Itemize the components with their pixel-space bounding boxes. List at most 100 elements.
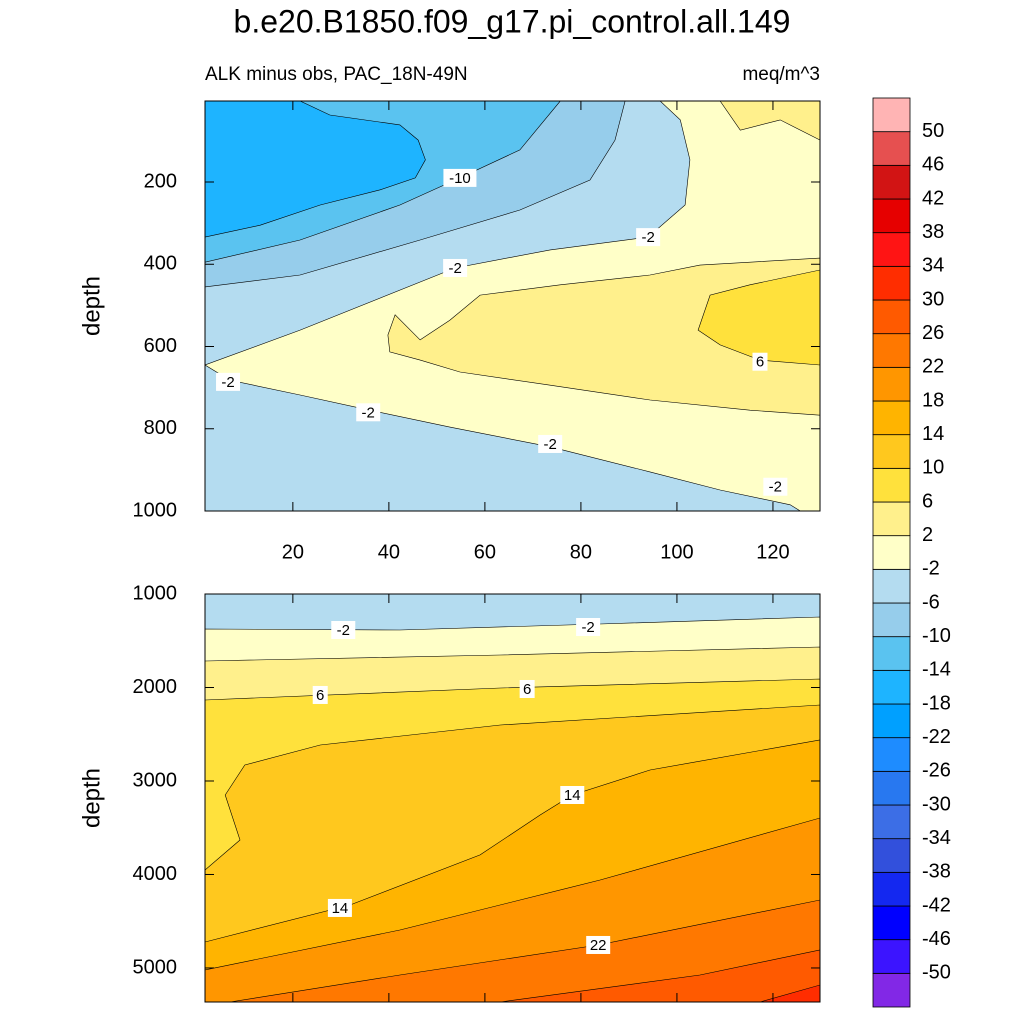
colorbar-box [872, 669, 911, 705]
colorbar-box [872, 97, 911, 133]
colorbar-box [872, 164, 911, 200]
contour-label: -2 [641, 229, 654, 246]
colorbar-label: 38 [922, 221, 944, 243]
colorbar-label: -50 [922, 962, 951, 984]
colorbar-label: 10 [922, 457, 944, 479]
contour-label: 6 [316, 687, 324, 704]
colorbar-box [872, 299, 911, 335]
colorbar-label: 22 [922, 356, 944, 378]
colorbar-label: 2 [922, 524, 933, 546]
contour-label: -2 [581, 619, 594, 636]
colorbar-label: -14 [922, 659, 951, 681]
colorbar-label: -38 [922, 861, 951, 883]
colorbar-label: -42 [922, 894, 951, 916]
colorbar-box [872, 467, 911, 503]
contour-label: 6 [756, 354, 764, 371]
contour-label: -2 [221, 374, 234, 391]
contour-label: -2 [448, 260, 461, 277]
y-tick-label: 5000 [133, 956, 178, 978]
units: meq/m^3 [742, 64, 820, 85]
x-tick-label: 40 [378, 541, 400, 563]
colorbar-box [872, 198, 911, 234]
y-axis-label: depth [78, 768, 105, 828]
contour-label: 14 [332, 900, 349, 917]
contour-label-bg [636, 228, 661, 247]
y-tick-label: 600 [144, 335, 177, 357]
contour-label: -2 [337, 622, 350, 639]
contour-label: -2 [769, 479, 782, 496]
colorbar-box [872, 770, 911, 806]
colorbar-box [872, 568, 911, 604]
y-tick-label: 200 [144, 170, 177, 192]
colorbar-box [872, 131, 911, 166]
colorbar-label: 42 [922, 187, 944, 209]
colorbar-label: 46 [922, 154, 944, 176]
contour-label-bg [519, 679, 535, 698]
contour-plot: -2 -2 6 6 14 14 22 [205, 594, 820, 1002]
colorbar-label: -34 [922, 827, 951, 849]
contour-region [759, 984, 820, 1002]
contour-label-bg [763, 477, 788, 496]
contour-label: 14 [564, 787, 581, 804]
plot-frame [204, 100, 821, 512]
colorbar-box [872, 939, 911, 974]
colorbar-box [872, 636, 911, 671]
contour-label-bg [216, 372, 241, 391]
colorbar-label: 30 [922, 288, 944, 310]
colorbar-box [872, 804, 911, 840]
y-tick-label: 3000 [133, 769, 178, 791]
colorbar-label: 6 [922, 490, 933, 512]
contour-label: -10 [449, 170, 471, 187]
contour-label: 22 [590, 937, 607, 954]
contour-label-bg [560, 786, 585, 805]
plot-frame [204, 593, 821, 1003]
title: b.e20.B1850.f09_g17.pi_control.all.149 [234, 3, 791, 39]
colorbar-box [872, 501, 911, 537]
y-tick-label: 2000 [133, 676, 178, 698]
x-tick-label: 120 [756, 541, 789, 563]
colorbar-box [872, 366, 911, 402]
colorbar-box [872, 535, 911, 570]
colorbar-label: 50 [922, 120, 944, 142]
colorbar-box [872, 838, 911, 873]
colorbar-label: -10 [922, 625, 951, 647]
contour-label-bg [356, 403, 381, 422]
y-axis-label: depth [78, 276, 105, 336]
contour-region [697, 269, 820, 366]
colorbar-box [872, 400, 911, 436]
y-tick-label: 1000 [133, 582, 178, 604]
contour-label: 6 [523, 681, 531, 698]
contour-region [500, 949, 820, 1002]
y-tick-label: 1000 [133, 499, 178, 521]
colorbar-box [872, 602, 911, 638]
contour-label: -2 [362, 404, 375, 421]
colorbar-label: -26 [922, 760, 951, 782]
contour-label: -2 [544, 436, 557, 453]
colorbar-box [872, 972, 911, 1008]
x-tick-label: 80 [570, 541, 592, 563]
colorbar-box [872, 905, 911, 941]
colorbar-label: -6 [922, 591, 940, 613]
contour-region [719, 101, 820, 141]
colorbar-box [872, 333, 911, 368]
contour-label-bg [443, 258, 468, 277]
colorbar-label: -22 [922, 726, 951, 748]
colorbar-label: -2 [922, 558, 940, 580]
contour-plot: -10 -2 -2 -2 -2 -2 6 -2 [205, 101, 820, 511]
colorbar-box [872, 265, 911, 301]
x-tick-label: 20 [282, 541, 304, 563]
contour-label-bg [576, 618, 601, 637]
contour-label-bg [443, 168, 477, 187]
colorbar-box [872, 871, 911, 907]
y-tick-label: 800 [144, 417, 177, 439]
contour-label-bg [538, 434, 563, 453]
colorbar-label: 14 [922, 423, 944, 445]
contour-region [229, 899, 820, 1002]
contour-label-bg [752, 352, 768, 371]
y-tick-label: 4000 [133, 863, 178, 885]
colorbar-label: 26 [922, 322, 944, 344]
colorbar-box [872, 434, 911, 469]
colorbar-label: 34 [922, 255, 944, 277]
colorbar-box [872, 737, 911, 772]
